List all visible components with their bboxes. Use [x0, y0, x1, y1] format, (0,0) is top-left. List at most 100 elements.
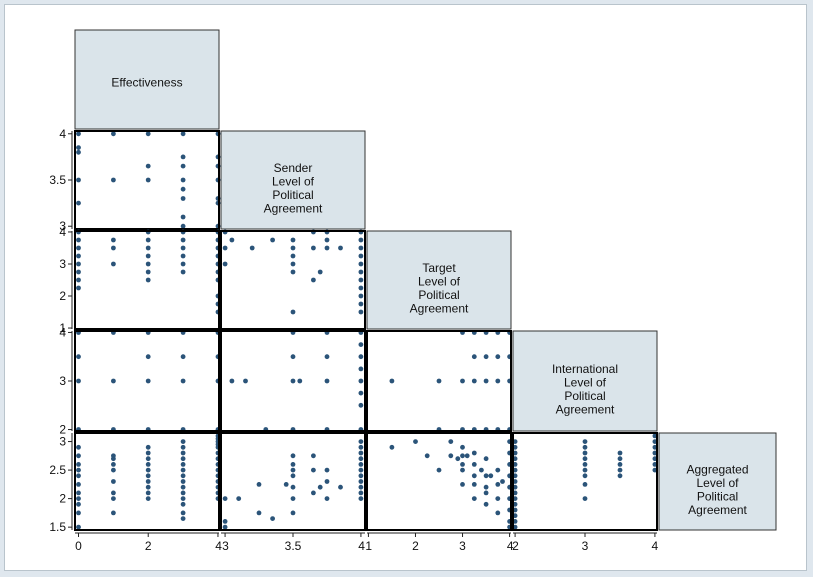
variable-label-agg-line-1: Aggregated: [686, 462, 748, 476]
point-target-agg-6: [448, 453, 454, 459]
x-tick-label-intl-2: 3: [582, 539, 589, 553]
point-eff-agg-31: [180, 444, 186, 450]
variable-label-sender-line-4: Agreement: [264, 201, 323, 215]
point-sender-agg-22: [324, 496, 330, 501]
point-eff-agg-6: [76, 482, 81, 487]
point-sender-target-16: [317, 269, 323, 275]
point-eff-intl-3: [76, 378, 81, 384]
x-tick-label-intl-3: 4: [652, 539, 659, 553]
figure-frame: Effectiveness Sender Level of Political Agre…: [4, 4, 807, 571]
point-eff-target-14: [145, 245, 151, 251]
point-eff-agg-26: [145, 479, 151, 484]
panel-frame-intl-agg: [512, 432, 658, 531]
point-sender-agg-5: [256, 482, 262, 487]
point-sender-target-9: [290, 253, 296, 259]
point-sender-target-12: [290, 309, 296, 315]
point-target-agg-7: [455, 456, 461, 462]
point-sender-intl-15: [358, 354, 364, 360]
point-eff-agg-39: [180, 490, 186, 496]
point-sender-target-30: [358, 301, 364, 307]
point-sender-intl-2: [243, 378, 248, 384]
point-eff-agg-20: [145, 444, 151, 450]
point-eff-intl-13: [180, 354, 186, 360]
point-eff-agg-34: [180, 462, 186, 467]
y-tick-label-sender-2: 3.5: [49, 173, 66, 187]
point-sender-agg-8: [283, 482, 289, 487]
point-eff-sender-2: [76, 145, 81, 151]
point-sender-agg-28: [358, 462, 364, 467]
point-target-agg-18: [471, 496, 477, 501]
point-target-agg-4: [436, 467, 442, 473]
point-sender-agg-13: [290, 484, 296, 490]
point-sender-target-20: [338, 245, 343, 251]
variable-label-intl-line-1: International: [552, 362, 618, 376]
point-eff-agg-21: [145, 450, 151, 456]
point-sender-agg-10: [290, 462, 296, 467]
point-eff-sender-17: [180, 214, 186, 220]
point-intl-agg-22: [582, 467, 588, 473]
point-sender-target-19: [324, 245, 330, 251]
point-eff-target-5: [76, 261, 81, 267]
point-target-intl-1: [389, 378, 395, 384]
point-sender-target-29: [358, 293, 364, 299]
point-eff-sender-14: [180, 177, 186, 183]
point-sender-agg-32: [358, 484, 364, 490]
variable-label-box-eff: [74, 29, 220, 130]
variable-label-target-line-1: Target: [422, 261, 456, 275]
point-target-agg-1: [389, 444, 395, 450]
point-eff-intl-10: [145, 378, 151, 384]
point-eff-agg-22: [145, 456, 151, 462]
point-sender-agg-21: [324, 479, 330, 484]
point-target-agg-5: [448, 439, 454, 444]
point-eff-sender-16: [180, 196, 186, 201]
point-sender-target-26: [358, 269, 364, 275]
point-eff-target-9: [111, 237, 116, 243]
point-sender-agg-34: [358, 496, 364, 501]
point-target-agg-9: [460, 453, 465, 459]
point-intl-agg-25: [582, 496, 588, 501]
point-target-agg-3: [424, 453, 430, 459]
variable-label-intl-line-3: Political: [564, 389, 605, 403]
panel-frame-sender-agg: [220, 432, 366, 531]
point-eff-agg-25: [145, 473, 151, 479]
point-sender-agg-4: [236, 496, 242, 501]
x-tick-label-sender-1: 3: [222, 539, 229, 553]
point-eff-target-10: [111, 245, 116, 251]
variable-label-agg-line-4: Agreement: [688, 503, 747, 517]
point-sender-intl-6: [297, 378, 303, 384]
point-sender-agg-33: [358, 490, 364, 496]
point-intl-agg-28: [617, 462, 623, 467]
point-eff-sender-9: [145, 163, 151, 169]
point-sender-agg-11: [290, 467, 296, 473]
point-eff-agg-16: [111, 479, 116, 484]
y-tick-label-agg-4: 3: [59, 435, 66, 449]
y-tick-label-agg-3: 2.5: [49, 463, 66, 477]
point-eff-sender-3: [76, 149, 81, 155]
x-tick-label-eff-2: 2: [145, 539, 152, 553]
point-sender-agg-12: [290, 473, 296, 479]
variable-label-box-target: [366, 230, 512, 330]
point-sender-target-5: [249, 245, 255, 251]
point-sender-target-14: [311, 245, 316, 251]
point-target-agg-21: [483, 473, 489, 479]
point-eff-target-4: [76, 253, 81, 259]
point-target-agg-28: [495, 496, 501, 501]
y-tick-label-agg-2: 2: [59, 492, 66, 506]
point-target-agg-20: [483, 456, 489, 462]
variable-label-box-intl: [512, 330, 658, 432]
y-tick-label-target-1: 1: [59, 321, 66, 335]
x-tick-label-sender-2: 3.5: [285, 539, 302, 553]
panel-frame-eff-intl: [74, 330, 220, 432]
point-sender-agg-14: [290, 496, 296, 501]
point-eff-agg-4: [76, 467, 81, 473]
point-sender-agg-3: [222, 496, 228, 501]
point-sender-intl-19: [358, 402, 364, 408]
point-sender-intl-1: [229, 378, 235, 384]
variable-label-target-line-3: Political: [418, 288, 459, 302]
y-tick-label-sender-1: 3: [59, 219, 66, 233]
point-sender-intl-16: [358, 366, 364, 372]
point-sender-target-23: [358, 245, 364, 251]
point-target-agg-2: [413, 439, 418, 444]
point-eff-target-3: [76, 245, 81, 251]
point-sender-target-4: [229, 237, 235, 243]
